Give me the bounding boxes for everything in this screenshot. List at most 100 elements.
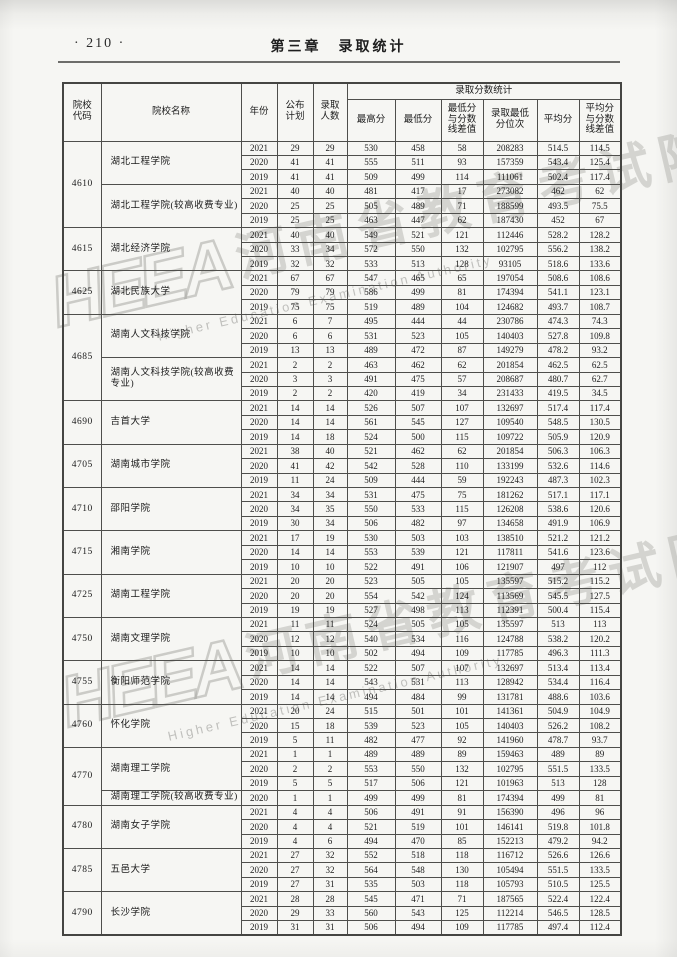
year-cell: 2019 [240, 602, 278, 618]
min-score-cell: 419 [394, 385, 442, 402]
year-cell: 2019 [240, 559, 278, 575]
min-score-cell: 462 [394, 357, 442, 373]
admitted-cell: 1 [312, 790, 348, 806]
max-score-cell: 540 [346, 631, 396, 647]
year-cell: 2021 [240, 227, 278, 243]
max-score-cell: 505 [346, 198, 396, 214]
min-score-cell: 471 [394, 891, 442, 907]
min-rank-cell: 133199 [482, 458, 538, 474]
admitted-cell: 4 [312, 819, 348, 835]
min-rank-cell: 126208 [482, 501, 538, 517]
avg-score-cell: 526.6 [536, 847, 580, 864]
avg-diff-cell: 62.7 [578, 371, 622, 387]
max-score-cell: 489 [346, 746, 396, 763]
avg-score-cell: 551.5 [536, 761, 580, 777]
min-diff-cell: 114 [440, 169, 484, 185]
col-header-min: 最低分 [394, 98, 442, 142]
avg-diff-cell: 96 [578, 804, 622, 821]
school-name-cell: 湖北工程学院(较高收费专业) [100, 183, 242, 229]
avg-score-cell: 519.8 [536, 819, 580, 835]
min-rank-cell: 132697 [482, 660, 538, 676]
admitted-cell: 32 [312, 847, 348, 864]
avg-score-cell: 496 [536, 804, 580, 821]
plan-cell: 14 [276, 429, 314, 445]
school-code-cell: 4790 [62, 891, 102, 936]
school-code-cell: 4610 [62, 140, 102, 229]
table-row: 湖北工程学院(较高收费专业) 2021 40 40 481 417 17 273082 462 6… [63, 183, 622, 229]
max-score-cell: 521 [346, 819, 396, 835]
min-score-cell: 458 [394, 140, 442, 156]
min-score-cell: 523 [394, 328, 442, 344]
min-rank-cell: 117785 [482, 645, 538, 662]
max-score-cell: 554 [346, 588, 396, 604]
min-diff-cell: 17 [440, 183, 484, 200]
plan-cell: 29 [276, 905, 314, 922]
min-rank-cell: 141960 [482, 732, 538, 748]
min-diff-cell: 105 [440, 717, 484, 734]
min-score-cell: 472 [394, 342, 442, 359]
min-diff-cell: 91 [440, 804, 484, 821]
max-score-cell: 586 [346, 284, 396, 301]
admitted-cell: 34 [312, 486, 348, 503]
avg-diff-cell: 112 [578, 559, 622, 575]
admitted-cell: 34 [312, 241, 348, 258]
min-score-cell: 505 [394, 573, 442, 590]
school-name-cell: 湖南女子学院 [100, 804, 242, 849]
avg-diff-cell: 128.2 [578, 227, 622, 243]
min-diff-cell: 128 [440, 255, 484, 272]
min-score-cell: 499 [394, 284, 442, 301]
school-code-cell: 4770 [62, 746, 102, 806]
min-rank-cell: 187565 [482, 891, 538, 907]
table-row: 2020 14 14 543 531 113 128942 534.4 116.4 [63, 674, 622, 691]
min-diff-cell: 101 [440, 819, 484, 835]
avg-score-cell: 556.2 [536, 241, 580, 258]
min-rank-cell: 101963 [482, 775, 538, 792]
admitted-cell: 41 [312, 154, 348, 171]
admitted-cell: 75 [312, 299, 348, 315]
avg-diff-cell: 112.4 [578, 920, 622, 936]
school-name-cell: 湖南人文科技学院(较高收费专业) [100, 357, 242, 402]
min-diff-cell: 121 [440, 775, 484, 792]
min-rank-cell: 93105 [482, 255, 538, 272]
min-score-cell: 465 [394, 270, 442, 286]
year-cell: 2021 [240, 140, 278, 156]
year-cell: 2019 [240, 775, 278, 792]
min-diff-cell: 130 [440, 862, 484, 878]
avg-diff-cell: 89 [578, 746, 622, 763]
min-rank-cell: 102795 [482, 241, 538, 258]
avg-diff-cell: 106.9 [578, 515, 622, 532]
year-cell: 2019 [240, 515, 278, 532]
plan-cell: 2 [276, 357, 314, 373]
school-name-cell: 吉首大学 [100, 400, 242, 445]
year-cell: 2019 [240, 429, 278, 445]
table-row: 4790 长沙学院 2021 28 28 545 471 71 187565 522.4 122.4 [62, 891, 622, 936]
min-score-cell: 482 [394, 515, 442, 532]
avg-score-cell: 491.9 [536, 515, 580, 532]
year-cell: 2020 [240, 198, 278, 214]
table-row: 4785 五邑大学 2021 27 32 552 518 118 116712 526.6 126.… [62, 847, 622, 893]
avg-diff-cell: 133.6 [578, 255, 622, 272]
min-score-cell: 534 [394, 631, 442, 647]
plan-cell: 5 [276, 732, 314, 748]
min-diff-cell: 109 [440, 645, 484, 662]
max-score-cell: 420 [346, 385, 396, 402]
year-cell: 2019 [240, 385, 278, 402]
plan-cell: 6 [276, 328, 314, 344]
max-score-cell: 519 [346, 299, 396, 315]
table-row: 2020 29 33 560 543 125 112214 546.5 128.5 [63, 905, 622, 922]
year-cell: 2020 [240, 588, 278, 604]
min-score-cell: 417 [394, 183, 442, 200]
admitted-cell: 11 [312, 732, 348, 748]
plan-cell: 40 [276, 183, 314, 200]
table-row: 湖南理工学院(较高收费专业) 2020 1 1 499 499 81 174394 499 81 [63, 790, 622, 806]
table-row: 4685 湖南人文科技学院 2021 6 7 495 444 44 230786 474.3 74.… [62, 313, 622, 402]
min-diff-cell: 104 [440, 299, 484, 315]
min-rank-cell: 187430 [482, 212, 538, 229]
table-row: 4710 邵阳学院 2021 34 34 531 475 75 181262 517.1 117.1 [62, 486, 622, 532]
year-cell: 2020 [240, 414, 278, 431]
min-diff-cell: 58 [440, 140, 484, 156]
min-score-cell: 503 [394, 530, 442, 546]
year-cell: 2020 [240, 905, 278, 922]
avg-score-cell: 478.7 [536, 732, 580, 748]
avg-score-cell: 505.9 [536, 429, 580, 445]
